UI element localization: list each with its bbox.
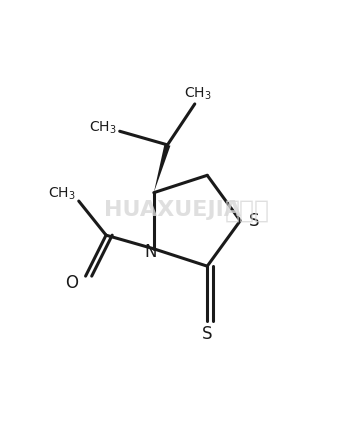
Text: S: S	[202, 325, 213, 344]
Text: CH$_3$: CH$_3$	[89, 120, 117, 136]
Text: S: S	[249, 212, 259, 230]
Polygon shape	[154, 144, 170, 193]
Text: N: N	[144, 243, 157, 261]
Text: CH$_3$: CH$_3$	[48, 186, 76, 203]
Text: CH$_3$: CH$_3$	[184, 85, 212, 102]
Text: HUAXUEJIA: HUAXUEJIA	[104, 200, 240, 221]
Text: 化学加: 化学加	[225, 198, 270, 223]
Text: O: O	[65, 274, 78, 292]
